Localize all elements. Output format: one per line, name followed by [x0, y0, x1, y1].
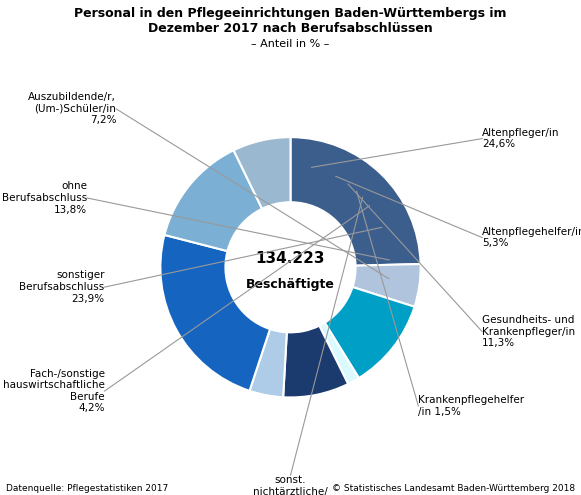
Wedge shape — [325, 287, 414, 378]
Wedge shape — [283, 326, 348, 397]
Text: 134.223: 134.223 — [256, 250, 325, 266]
Text: Beschäftigte: Beschäftigte — [246, 278, 335, 291]
Text: Gesundheits- und
Krankenpfleger/in
11,3%: Gesundheits- und Krankenpfleger/in 11,3% — [482, 315, 575, 348]
Text: – Anteil in % –: – Anteil in % – — [252, 39, 329, 49]
Wedge shape — [160, 235, 270, 391]
Wedge shape — [164, 150, 262, 251]
Wedge shape — [320, 323, 359, 384]
Text: © Statistisches Landesamt Baden-Württemberg 2018: © Statistisches Landesamt Baden-Württemb… — [332, 484, 575, 493]
Text: sonstiger
Berufsabschluss
23,9%: sonstiger Berufsabschluss 23,9% — [19, 270, 105, 304]
Text: Dezember 2017 nach Berufsabschlüssen: Dezember 2017 nach Berufsabschlüssen — [148, 22, 433, 35]
Text: Altenpfleger/in
24,6%: Altenpfleger/in 24,6% — [482, 128, 560, 149]
Text: Fach-/sonstige
hauswirtschaftliche
Berufe
4,2%: Fach-/sonstige hauswirtschaftliche Beruf… — [3, 369, 105, 413]
Text: Krankenpflegehelfer
/in 1,5%: Krankenpflegehelfer /in 1,5% — [418, 395, 525, 417]
Wedge shape — [234, 137, 290, 209]
Wedge shape — [290, 137, 421, 266]
Wedge shape — [353, 264, 421, 307]
Text: Personal in den Pflegeeinrichtungen Baden-Württembergs im: Personal in den Pflegeeinrichtungen Bade… — [74, 7, 507, 20]
Wedge shape — [249, 329, 287, 397]
Text: sonst.
nichtärztliche/
pflegerische Berufe
8,2%: sonst. nichtärztliche/ pflegerische Beru… — [239, 475, 342, 495]
Text: Auszubildende/r,
(Um-)Schüler/in
7,2%: Auszubildende/r, (Um-)Schüler/in 7,2% — [28, 92, 116, 126]
Text: Datenquelle: Pflegestatistiken 2017: Datenquelle: Pflegestatistiken 2017 — [6, 484, 168, 493]
Text: ohne
Berufsabschluss
13,8%: ohne Berufsabschluss 13,8% — [2, 181, 87, 215]
Text: Altenpflegehelfer/in
5,3%: Altenpflegehelfer/in 5,3% — [482, 227, 581, 248]
